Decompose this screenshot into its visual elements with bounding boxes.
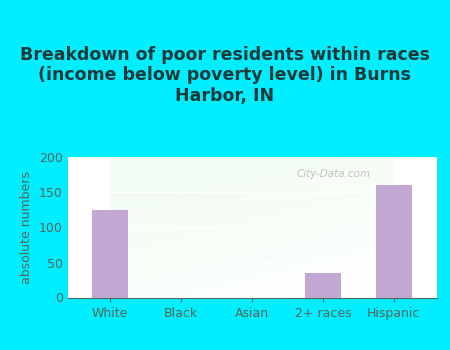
Y-axis label: absolute numbers: absolute numbers bbox=[20, 171, 33, 284]
Bar bbox=[305, 273, 341, 298]
Bar bbox=[92, 210, 128, 298]
Text: Breakdown of poor residents within races
(income below poverty level) in Burns
H: Breakdown of poor residents within races… bbox=[20, 46, 430, 105]
Text: City-Data.com: City-Data.com bbox=[296, 169, 370, 179]
Bar bbox=[376, 186, 412, 298]
